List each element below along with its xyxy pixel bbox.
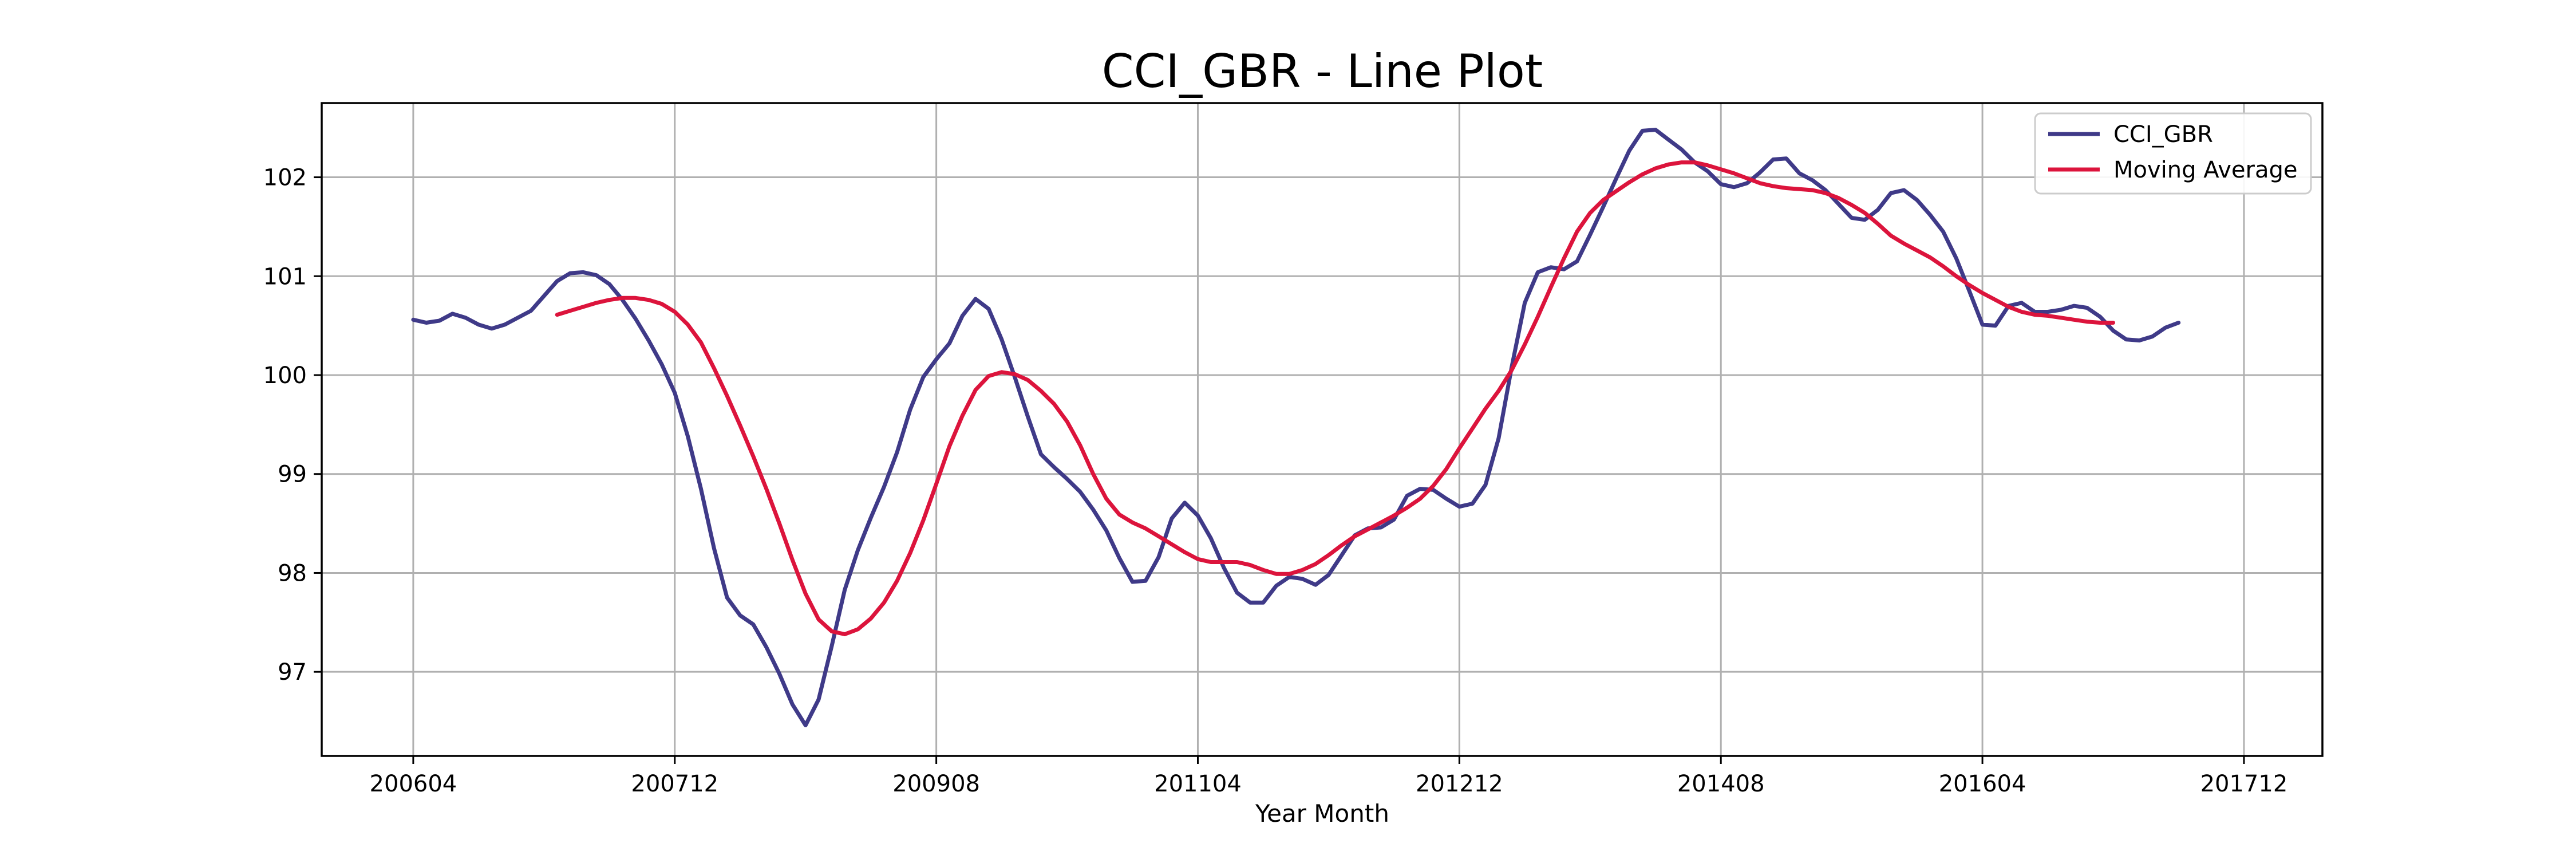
x-tick-label: 201408 [1677, 771, 1765, 797]
axis-ticks: 97 98 99 100 101 102 200604 200712 200908 201104 2… [263, 165, 2288, 797]
y-tick-label: 98 [278, 560, 307, 586]
legend-box [2034, 112, 2312, 195]
x-axis-label: Year Month [1255, 799, 1389, 828]
series-layer [411, 128, 2181, 727]
x-tick-label: 200604 [370, 771, 457, 797]
series-line-moving-average [555, 160, 2115, 636]
x-tick-label: 201104 [1154, 771, 1242, 797]
y-tick-label: 100 [263, 362, 307, 389]
x-tick-label: 201604 [1939, 771, 2026, 797]
x-tick-label: 200712 [631, 771, 718, 797]
x-tick-label: 201212 [1416, 771, 1503, 797]
y-tick-label: 101 [263, 263, 307, 290]
x-tick-label: 200908 [892, 771, 980, 797]
legend-label-moving-average: Moving Average [2113, 157, 2297, 183]
chart-title: CCI_GBR - Line Plot [1102, 45, 1543, 98]
series-line-cci-gbr [411, 128, 2181, 727]
grid [322, 103, 2322, 756]
legend: CCI_GBR Moving Average [2034, 112, 2312, 195]
x-tick-label: 201712 [2200, 771, 2288, 797]
legend-label-cci-gbr: CCI_GBR [2113, 121, 2213, 148]
y-tick-label: 102 [263, 165, 307, 191]
y-tick-label: 99 [278, 462, 307, 488]
y-tick-label: 97 [278, 659, 307, 685]
plot-frame [321, 102, 2324, 757]
